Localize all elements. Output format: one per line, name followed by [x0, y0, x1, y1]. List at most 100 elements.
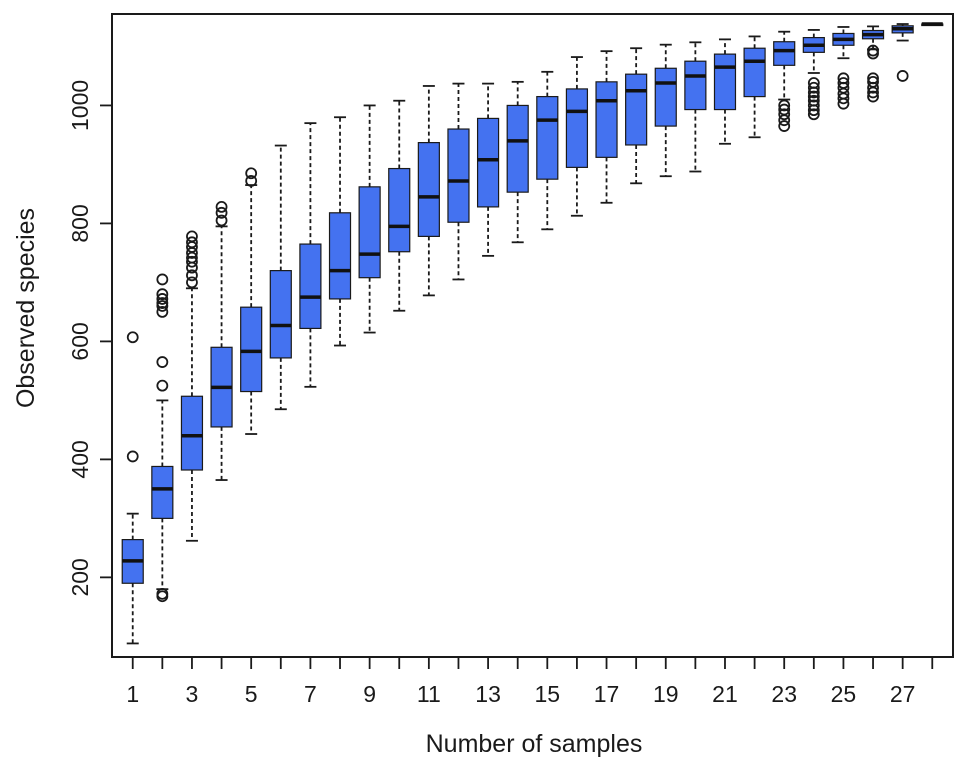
outlier-point	[807, 108, 820, 121]
box-28	[921, 22, 944, 27]
box-8	[328, 116, 352, 347]
outlier-point	[186, 230, 198, 243]
outlier-point	[215, 214, 228, 227]
y-tick-label: 600	[67, 322, 93, 360]
y-tick-label: 200	[67, 558, 93, 596]
x-axis: 1 3 5 7 9 11 13 15 17 19 21 23 25 27	[126, 657, 934, 707]
box-7	[299, 122, 322, 388]
outlier-point	[215, 200, 228, 213]
outlier-point	[778, 120, 791, 132]
outlier-point	[896, 70, 909, 82]
x-axis-label: Number of samples	[426, 730, 643, 758]
iqr-box	[269, 270, 292, 359]
x-tick-label: 5	[245, 681, 258, 707]
box-25	[832, 26, 855, 110]
x-tick-label: 13	[475, 681, 501, 707]
outlier-point	[186, 236, 198, 249]
x-tick-label: 9	[363, 681, 376, 707]
box-23	[773, 30, 796, 132]
outlier-point	[778, 103, 791, 116]
outlier-point	[126, 450, 139, 463]
outlier-point	[778, 108, 791, 121]
x-tick-label: 11	[417, 681, 441, 707]
box-26	[861, 25, 885, 103]
iqr-box	[506, 104, 529, 193]
outlier-point	[807, 99, 820, 112]
box-2	[151, 273, 174, 603]
box-12	[447, 82, 470, 281]
x-tick-label: 15	[535, 681, 561, 707]
x-tick-label: 3	[186, 681, 199, 707]
outlier-point	[156, 293, 169, 305]
iqr-box	[625, 73, 648, 146]
box-11	[417, 85, 440, 297]
boxes-layer	[121, 22, 944, 645]
box-16	[565, 56, 589, 217]
iqr-box	[743, 47, 766, 98]
outlier-point	[867, 72, 879, 85]
y-axis: 200 400 600 800 1000	[67, 80, 112, 597]
outlier-point	[215, 206, 228, 219]
outlier-point	[778, 99, 791, 112]
x-tick-label: 23	[771, 681, 797, 707]
x-tick-label: 25	[831, 681, 857, 707]
x-tick-label: 1	[126, 681, 139, 707]
box-27	[891, 23, 914, 82]
box-1	[121, 331, 144, 645]
iqr-box	[299, 243, 322, 330]
outlier-point	[126, 331, 139, 344]
box-3	[180, 230, 204, 542]
iqr-box	[328, 212, 352, 300]
box-20	[684, 41, 707, 173]
x-tick-label: 21	[712, 681, 738, 707]
outlier-point	[867, 44, 879, 57]
iqr-box	[476, 117, 500, 208]
y-axis-label: Observed species	[12, 208, 40, 408]
box-13	[476, 82, 500, 257]
outlier-point	[156, 356, 169, 368]
y-tick-label: 1000	[67, 80, 93, 131]
iqr-box	[684, 60, 707, 111]
box-9	[358, 104, 381, 334]
outlier-point	[186, 255, 198, 268]
box-14	[506, 80, 529, 244]
box-15	[536, 70, 559, 231]
outlier-point	[245, 175, 258, 187]
iqr-box	[536, 95, 559, 180]
iqr-box	[595, 81, 618, 158]
y-tick-label: 800	[67, 204, 93, 242]
box-22	[743, 35, 766, 139]
iqr-box	[388, 167, 411, 253]
iqr-box	[773, 41, 796, 66]
outlier-point	[807, 90, 820, 103]
box-6	[269, 144, 292, 411]
outlier-point	[156, 306, 169, 318]
iqr-box	[654, 67, 677, 127]
iqr-box	[240, 306, 263, 393]
outlier-point	[867, 90, 879, 103]
outlier-point	[867, 75, 879, 88]
outlier-point	[245, 167, 258, 180]
y-tick-label: 400	[67, 440, 93, 478]
x-tick-label: 7	[304, 681, 317, 707]
iqr-box	[151, 465, 174, 519]
outlier-point	[156, 288, 169, 301]
iqr-box	[417, 142, 440, 237]
x-tick-label: 17	[594, 681, 620, 707]
box-17	[595, 50, 618, 204]
box-10	[388, 99, 411, 312]
outlier-point	[807, 77, 820, 89]
plot-frame	[111, 13, 954, 658]
outlier-point	[156, 587, 169, 600]
iqr-box	[358, 186, 381, 279]
iqr-box	[447, 128, 470, 223]
outlier-point	[807, 81, 820, 94]
outlier-point	[156, 379, 169, 392]
outlier-point	[807, 94, 820, 107]
x-tick-label: 19	[653, 681, 679, 707]
outlier-point	[156, 297, 169, 309]
box-5	[240, 167, 263, 435]
iqr-box	[713, 53, 737, 111]
outlier-point	[837, 77, 850, 89]
